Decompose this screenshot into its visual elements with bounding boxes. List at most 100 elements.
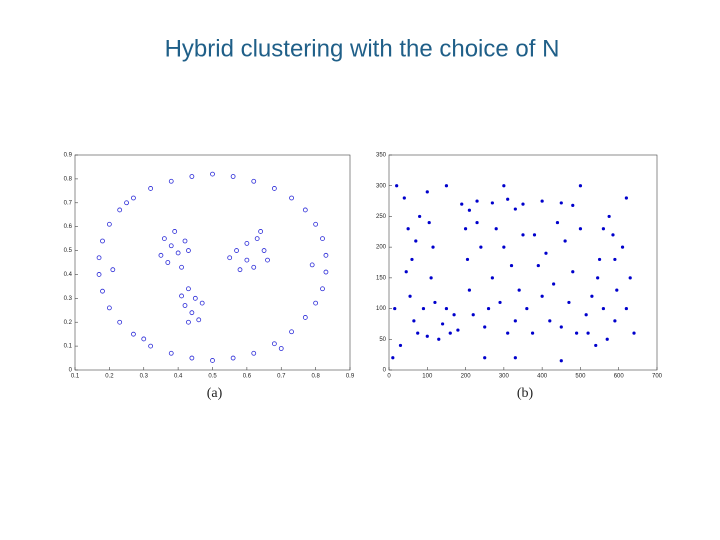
- point: [106, 221, 112, 227]
- y-tick-label: 0.2: [64, 320, 73, 326]
- point: [624, 306, 628, 311]
- point: [414, 239, 418, 243]
- point: [158, 252, 164, 258]
- point: [189, 355, 195, 361]
- point: [596, 276, 600, 280]
- point: [289, 195, 294, 201]
- point: [517, 288, 521, 292]
- point: [410, 257, 414, 262]
- point: [416, 331, 420, 335]
- point: [530, 331, 535, 335]
- point: [448, 331, 452, 335]
- point: [525, 306, 529, 311]
- x-tick-label: 100: [422, 374, 433, 380]
- point: [271, 341, 277, 347]
- y-tick-label: 200: [376, 245, 387, 251]
- x-tick-label: 600: [614, 374, 625, 380]
- point: [427, 220, 431, 225]
- x-tick-label: 400: [537, 374, 548, 380]
- point: [227, 255, 233, 261]
- point: [261, 248, 267, 253]
- point: [613, 257, 617, 262]
- point: [475, 220, 479, 225]
- point: [265, 257, 270, 263]
- point: [168, 243, 174, 249]
- point: [575, 331, 579, 335]
- point: [494, 227, 498, 231]
- x-tick-label: 200: [461, 374, 472, 380]
- point: [244, 240, 250, 246]
- y-tick-label: 0.7: [64, 200, 73, 206]
- point: [117, 319, 123, 325]
- point: [313, 300, 319, 306]
- point: [513, 319, 517, 323]
- x-tick-label: 0.8: [311, 374, 320, 380]
- point: [106, 305, 112, 311]
- point: [131, 195, 136, 201]
- caption: (a): [207, 386, 223, 401]
- point: [182, 238, 188, 244]
- y-tick-label: 250: [376, 214, 387, 220]
- y-tick-label: 0.5: [64, 248, 73, 254]
- point: [117, 207, 123, 213]
- point: [513, 356, 517, 360]
- point: [323, 252, 329, 258]
- point: [552, 282, 556, 286]
- point: [460, 202, 464, 206]
- plot-frame: [74, 154, 351, 371]
- point: [475, 199, 479, 203]
- point: [131, 331, 136, 337]
- point: [605, 337, 609, 341]
- point: [110, 267, 116, 273]
- point: [189, 174, 195, 179]
- point: [506, 197, 510, 201]
- point: [584, 313, 588, 317]
- point: [613, 319, 617, 323]
- point: [521, 202, 525, 206]
- point: [148, 343, 154, 349]
- point: [406, 227, 410, 231]
- point: [210, 171, 215, 177]
- point: [624, 196, 628, 200]
- point: [96, 272, 102, 277]
- point: [189, 310, 195, 316]
- point: [320, 286, 325, 292]
- point: [425, 190, 429, 194]
- x-tick-label: 0.5: [208, 374, 217, 380]
- point: [483, 325, 487, 329]
- point: [192, 295, 198, 301]
- point: [124, 200, 129, 206]
- y-tick-label: 300: [376, 183, 387, 189]
- point: [590, 294, 594, 298]
- point: [289, 329, 294, 335]
- point: [559, 325, 563, 329]
- point: [463, 227, 468, 231]
- point: [502, 184, 506, 188]
- point: [611, 233, 615, 237]
- caption: (b): [517, 386, 534, 401]
- point: [199, 300, 205, 306]
- point: [230, 174, 236, 179]
- x-tick-label: 0.7: [277, 374, 286, 380]
- x-tick-label: 300: [499, 374, 510, 380]
- y-tick-label: 350: [376, 153, 387, 159]
- point: [483, 356, 487, 360]
- point: [408, 294, 412, 298]
- point: [601, 227, 606, 231]
- point: [429, 276, 433, 280]
- point: [404, 270, 408, 274]
- y-tick-label: 100: [376, 306, 387, 312]
- y-tick-label: 0.3: [64, 296, 73, 302]
- point: [620, 245, 625, 249]
- point: [571, 203, 575, 207]
- point: [418, 214, 422, 219]
- point: [393, 306, 397, 311]
- point: [578, 227, 583, 231]
- point: [559, 359, 563, 363]
- point: [168, 350, 174, 356]
- point: [465, 257, 470, 262]
- y-tick-label: 0.4: [64, 272, 73, 278]
- point: [141, 336, 147, 342]
- point: [536, 263, 540, 268]
